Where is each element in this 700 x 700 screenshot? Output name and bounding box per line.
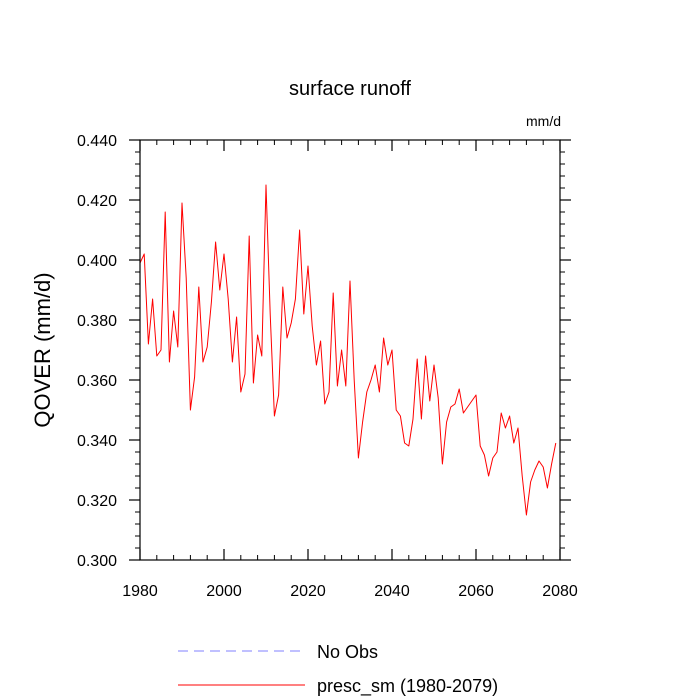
units-label: mm/d — [526, 113, 561, 129]
series-line-presc-sm — [139, 184, 557, 516]
x-tick-label: 1980 — [122, 583, 158, 600]
chart-title: surface runoff — [289, 78, 411, 100]
y-tick-label: 0.380 — [77, 313, 117, 330]
y-tick-label: 0.300 — [77, 553, 117, 570]
series-layer — [139, 184, 557, 516]
y-axis-label: QOVER (mm/d) — [30, 272, 55, 427]
y-tick-label: 0.400 — [77, 253, 117, 270]
axis-ticks — [129, 139, 571, 561]
legend-label-presc-sm: presc_sm (1980-2079) — [317, 676, 498, 697]
plot-frame — [139, 139, 561, 561]
y-tick-label: 0.320 — [77, 493, 117, 510]
legend-label-no-obs: No Obs — [317, 642, 378, 662]
y-tick-label: 0.340 — [77, 433, 117, 450]
y-tick-label: 0.420 — [77, 193, 117, 210]
x-tick-label: 2020 — [290, 583, 326, 600]
legend: No Obs presc_sm (1980-2079) — [178, 642, 498, 697]
y-tick-label: 0.360 — [77, 373, 117, 390]
x-tick-label: 2060 — [458, 583, 494, 600]
x-tick-label: 2040 — [374, 583, 410, 600]
x-tick-label: 2080 — [542, 583, 578, 600]
y-tick-label: 0.440 — [77, 133, 117, 150]
x-tick-label: 2000 — [206, 583, 242, 600]
tick-labels: 1980 2000 2020 2040 2060 2080 0.300 0.320 0.340 0… — [77, 133, 578, 600]
